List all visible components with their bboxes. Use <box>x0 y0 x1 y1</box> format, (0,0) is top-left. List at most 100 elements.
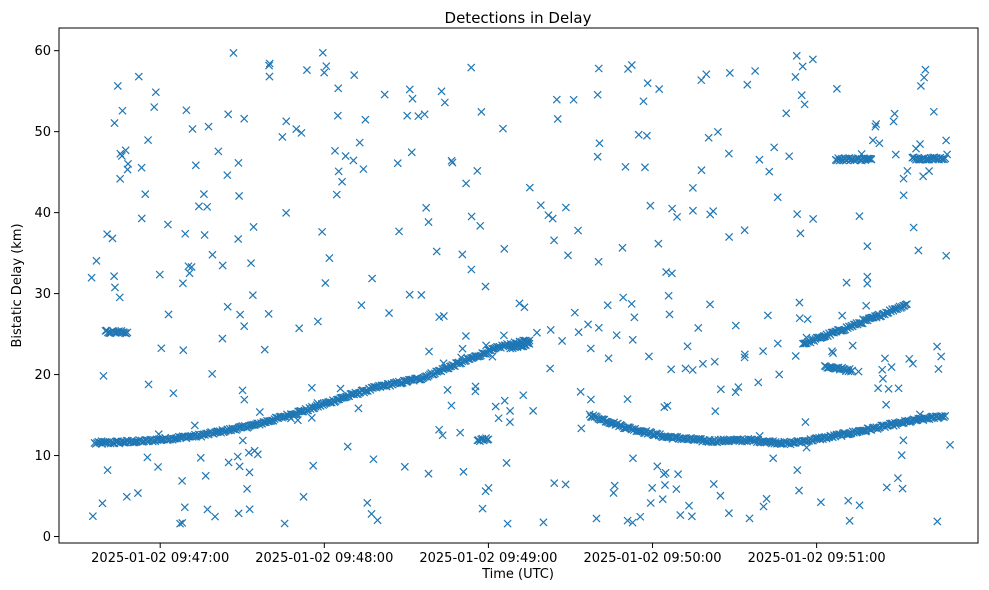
data-point <box>141 190 150 199</box>
data-point <box>408 94 417 103</box>
data-point <box>249 222 258 231</box>
data-point <box>887 363 896 372</box>
data-point <box>185 269 194 278</box>
data-point <box>603 301 612 310</box>
data-point <box>361 386 370 396</box>
data-point <box>515 299 524 308</box>
data-point <box>808 55 817 64</box>
data-point <box>577 424 586 433</box>
data-point <box>905 354 914 363</box>
data-point <box>299 492 308 501</box>
data-point <box>235 422 244 431</box>
data-point <box>902 300 911 309</box>
data-point <box>628 335 637 344</box>
data-point <box>357 301 366 310</box>
data-point <box>845 516 854 525</box>
data-point <box>233 452 242 461</box>
data-point <box>609 488 618 497</box>
data-point <box>921 155 930 164</box>
data-point <box>648 483 657 492</box>
data-point <box>838 311 847 320</box>
data-point <box>791 72 800 81</box>
data-point <box>385 309 394 318</box>
data-point <box>476 221 485 230</box>
data-point <box>875 139 884 148</box>
data-point <box>187 262 196 272</box>
data-point <box>697 166 706 175</box>
data-point <box>724 509 733 518</box>
data-point <box>238 386 247 395</box>
data-point <box>882 400 891 409</box>
data-point <box>857 150 866 159</box>
data-point <box>424 347 434 356</box>
data-point <box>763 311 772 320</box>
data-point <box>934 364 943 374</box>
data-point <box>665 310 674 319</box>
data-point <box>240 322 249 331</box>
data-point <box>137 214 146 223</box>
data-point <box>899 436 908 445</box>
data-point <box>201 471 210 480</box>
data-point <box>478 504 487 513</box>
data-point <box>255 408 264 417</box>
data-point <box>868 136 877 145</box>
data-point <box>819 331 828 340</box>
data-point <box>841 367 850 376</box>
data-point <box>793 210 802 219</box>
chart-title: Detections in Delay <box>445 9 592 27</box>
data-point <box>481 487 490 496</box>
data-point <box>218 261 227 270</box>
data-point <box>862 301 871 310</box>
data-point <box>627 299 636 308</box>
data-point <box>676 511 685 520</box>
data-point <box>878 365 887 374</box>
data-point <box>863 272 872 281</box>
data-point <box>194 202 203 211</box>
data-point <box>137 163 146 172</box>
data-point <box>405 85 414 94</box>
data-point <box>861 427 870 436</box>
data-point <box>937 412 946 421</box>
data-point <box>203 505 212 514</box>
data-point <box>224 458 233 467</box>
data-point <box>157 344 166 353</box>
data-point <box>619 293 628 302</box>
data-point <box>432 247 441 256</box>
data-point <box>443 385 452 394</box>
data-point <box>694 434 703 443</box>
data-point <box>235 462 244 471</box>
data-point <box>265 72 274 81</box>
data-point <box>373 516 382 525</box>
data-point <box>178 518 187 527</box>
data-point <box>878 374 887 383</box>
data-point <box>711 407 720 416</box>
data-point <box>807 436 816 445</box>
data-point <box>897 451 906 460</box>
data-point <box>623 395 632 404</box>
data-point <box>628 518 637 527</box>
data-point <box>334 84 343 93</box>
data-point <box>782 109 791 118</box>
data-point <box>646 201 655 210</box>
data-point <box>370 382 379 391</box>
data-point <box>706 210 715 219</box>
data-point <box>199 190 208 199</box>
data-point <box>754 378 763 387</box>
data-point <box>731 321 740 330</box>
data-point <box>751 66 760 75</box>
data-point <box>809 214 818 223</box>
data-point <box>151 88 160 97</box>
data-point <box>218 334 227 343</box>
data-point <box>942 136 951 145</box>
data-point <box>320 68 329 77</box>
data-point <box>503 519 512 528</box>
x-axis: 2025-01-02 09:47:00 2025-01-02 09:48:00 20… <box>91 543 886 566</box>
data-point <box>867 155 876 164</box>
data-point <box>610 481 619 490</box>
data-point <box>260 345 269 354</box>
x-tick-label: 2025-01-02 09:49:00 <box>419 551 557 566</box>
data-point <box>496 343 505 352</box>
data-point <box>908 359 917 368</box>
data-point <box>724 149 733 158</box>
data-point <box>368 274 377 283</box>
